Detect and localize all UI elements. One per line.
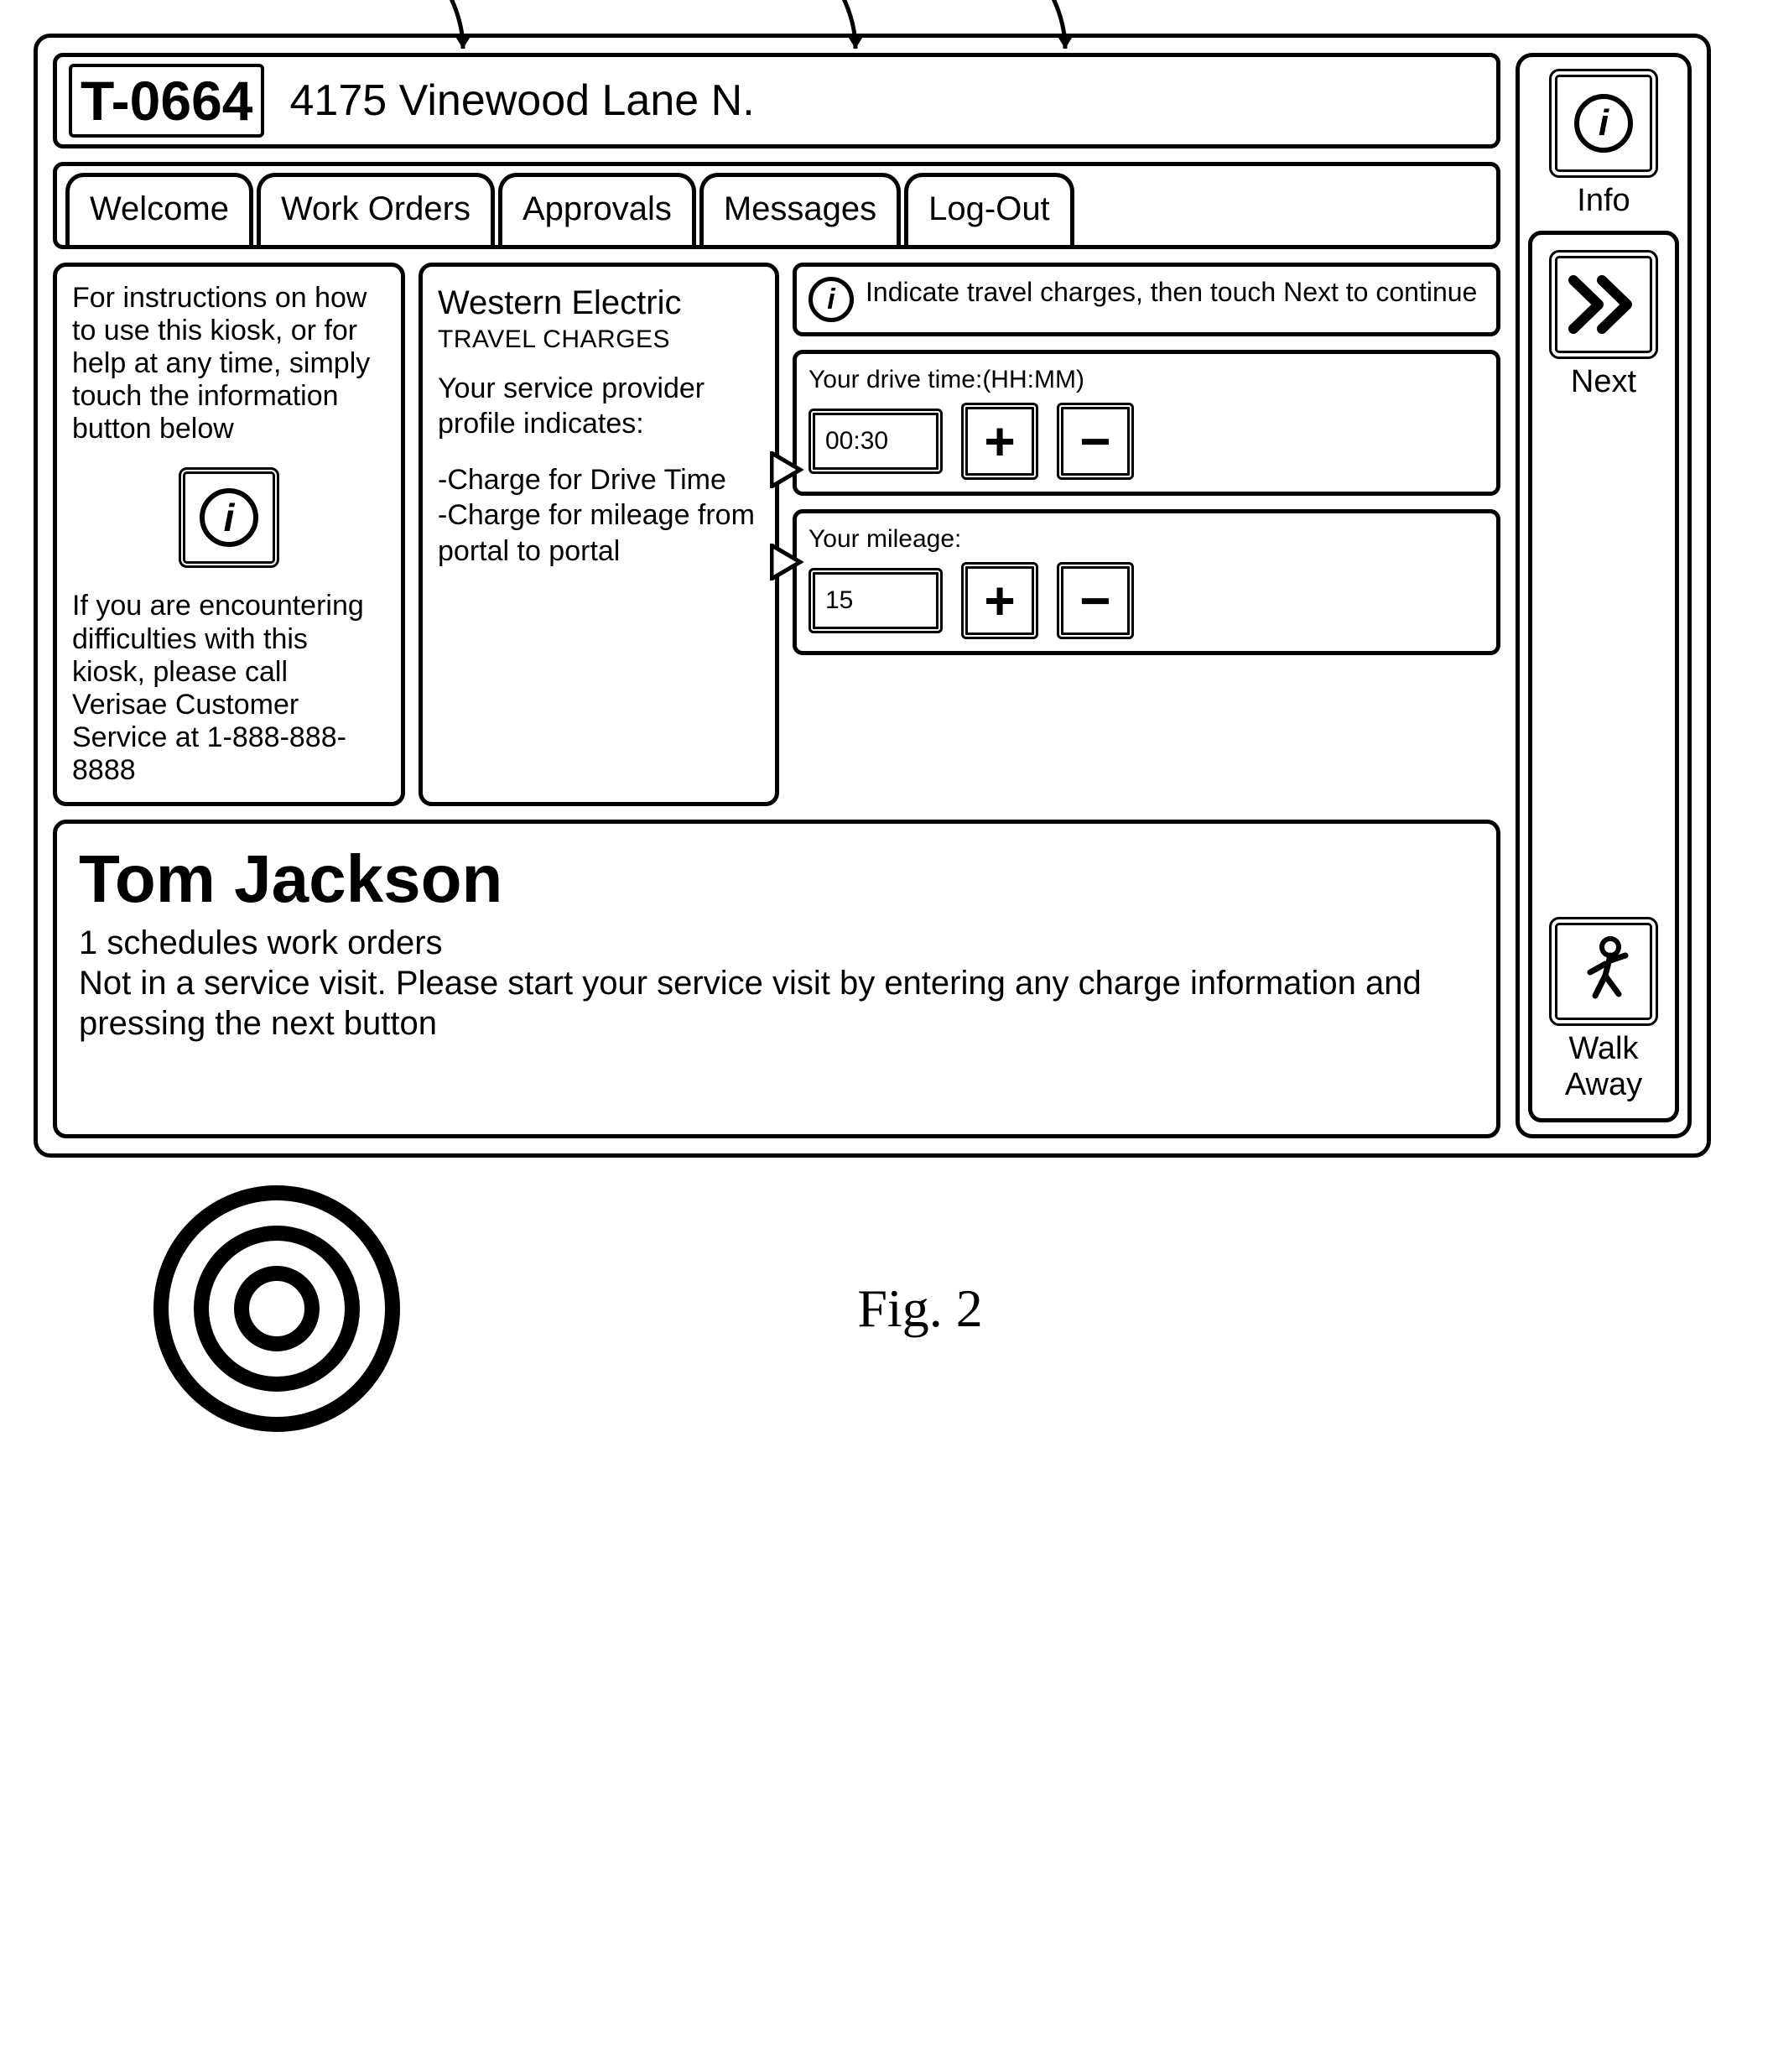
info-icon: i [809,277,854,322]
tab-messages[interactable]: Messages [699,173,901,245]
drive-time-plus-button[interactable]: + [961,403,1038,480]
drive-time-value[interactable]: 00:30 [809,409,943,474]
mileage-value[interactable]: 15 [809,568,943,633]
side-info-label: Info [1577,183,1630,219]
status-line-2: Not in a service visit. Please start you… [79,963,1474,1044]
mileage-plus-button[interactable]: + [961,562,1038,639]
tab-approvals[interactable]: Approvals [498,173,696,245]
mileage-label: Your mileage: [809,525,1484,554]
walk-away-label: Walk Away [1565,1031,1642,1103]
walk-away-button[interactable] [1549,917,1658,1026]
chevron-right-icon [1568,275,1639,334]
status-line-1: 1 schedules work orders [79,923,1474,963]
info-button[interactable]: i [179,467,279,568]
info-icon: i [1574,94,1633,153]
bullet-drive-time: -Charge for Drive Time [438,462,760,498]
drive-time-minus-button[interactable]: − [1057,403,1134,480]
help-panel: For instructions on how to use this kios… [53,263,405,806]
bullseye-icon [151,1183,403,1434]
user-name: Tom Jackson [79,841,1474,918]
next-label: Next [1571,364,1636,400]
tab-work-orders[interactable]: Work Orders [257,173,495,245]
bullet-mileage: -Charge for mileage from portal to porta… [438,497,760,569]
travel-charges-panel: Western Electric TRAVEL CHARGES Your ser… [419,263,779,806]
info-icon: i [200,488,258,547]
drive-time-box: Your drive time:(HH:MM) 00:30 + − [793,350,1500,496]
walk-away-icon [1570,935,1637,1007]
status-panel: Tom Jackson 1 schedules work orders Not … [53,820,1500,1138]
app-window: T-0664 4175 Vinewood Lane N. Welcome Wor… [34,34,1711,1158]
hint-text: Indicate travel charges, then touch Next… [866,277,1477,308]
tabs-bar: Welcome Work Orders Approvals Messages L… [53,162,1500,249]
help-text-2: If you are encountering difficulties wit… [72,590,386,787]
help-text-1: For instructions on how to use this kios… [72,282,386,445]
title-bar: T-0664 4175 Vinewood Lane N. [53,53,1500,148]
side-info-button[interactable]: i [1549,69,1658,178]
tab-welcome[interactable]: Welcome [65,173,253,245]
next-button[interactable] [1549,250,1658,359]
side-action-bar: i Info Next [1516,53,1692,1138]
travel-charges-heading: TRAVEL CHARGES [438,324,760,356]
terminal-code: T-0664 [69,64,264,138]
drive-time-label: Your drive time:(HH:MM) [809,366,1484,394]
hint-box: i Indicate travel charges, then touch Ne… [793,263,1500,336]
mileage-minus-button[interactable]: − [1057,562,1134,639]
company-name: Western Electric [438,282,760,324]
figure-label: Fig. 2 [857,1278,982,1340]
mileage-box: Your mileage: 15 + − [793,509,1500,655]
profile-intro: Your service provider profile indicates: [438,371,760,442]
location-address: 4175 Vinewood Lane N. [289,75,754,126]
tab-logout[interactable]: Log-Out [904,173,1074,245]
